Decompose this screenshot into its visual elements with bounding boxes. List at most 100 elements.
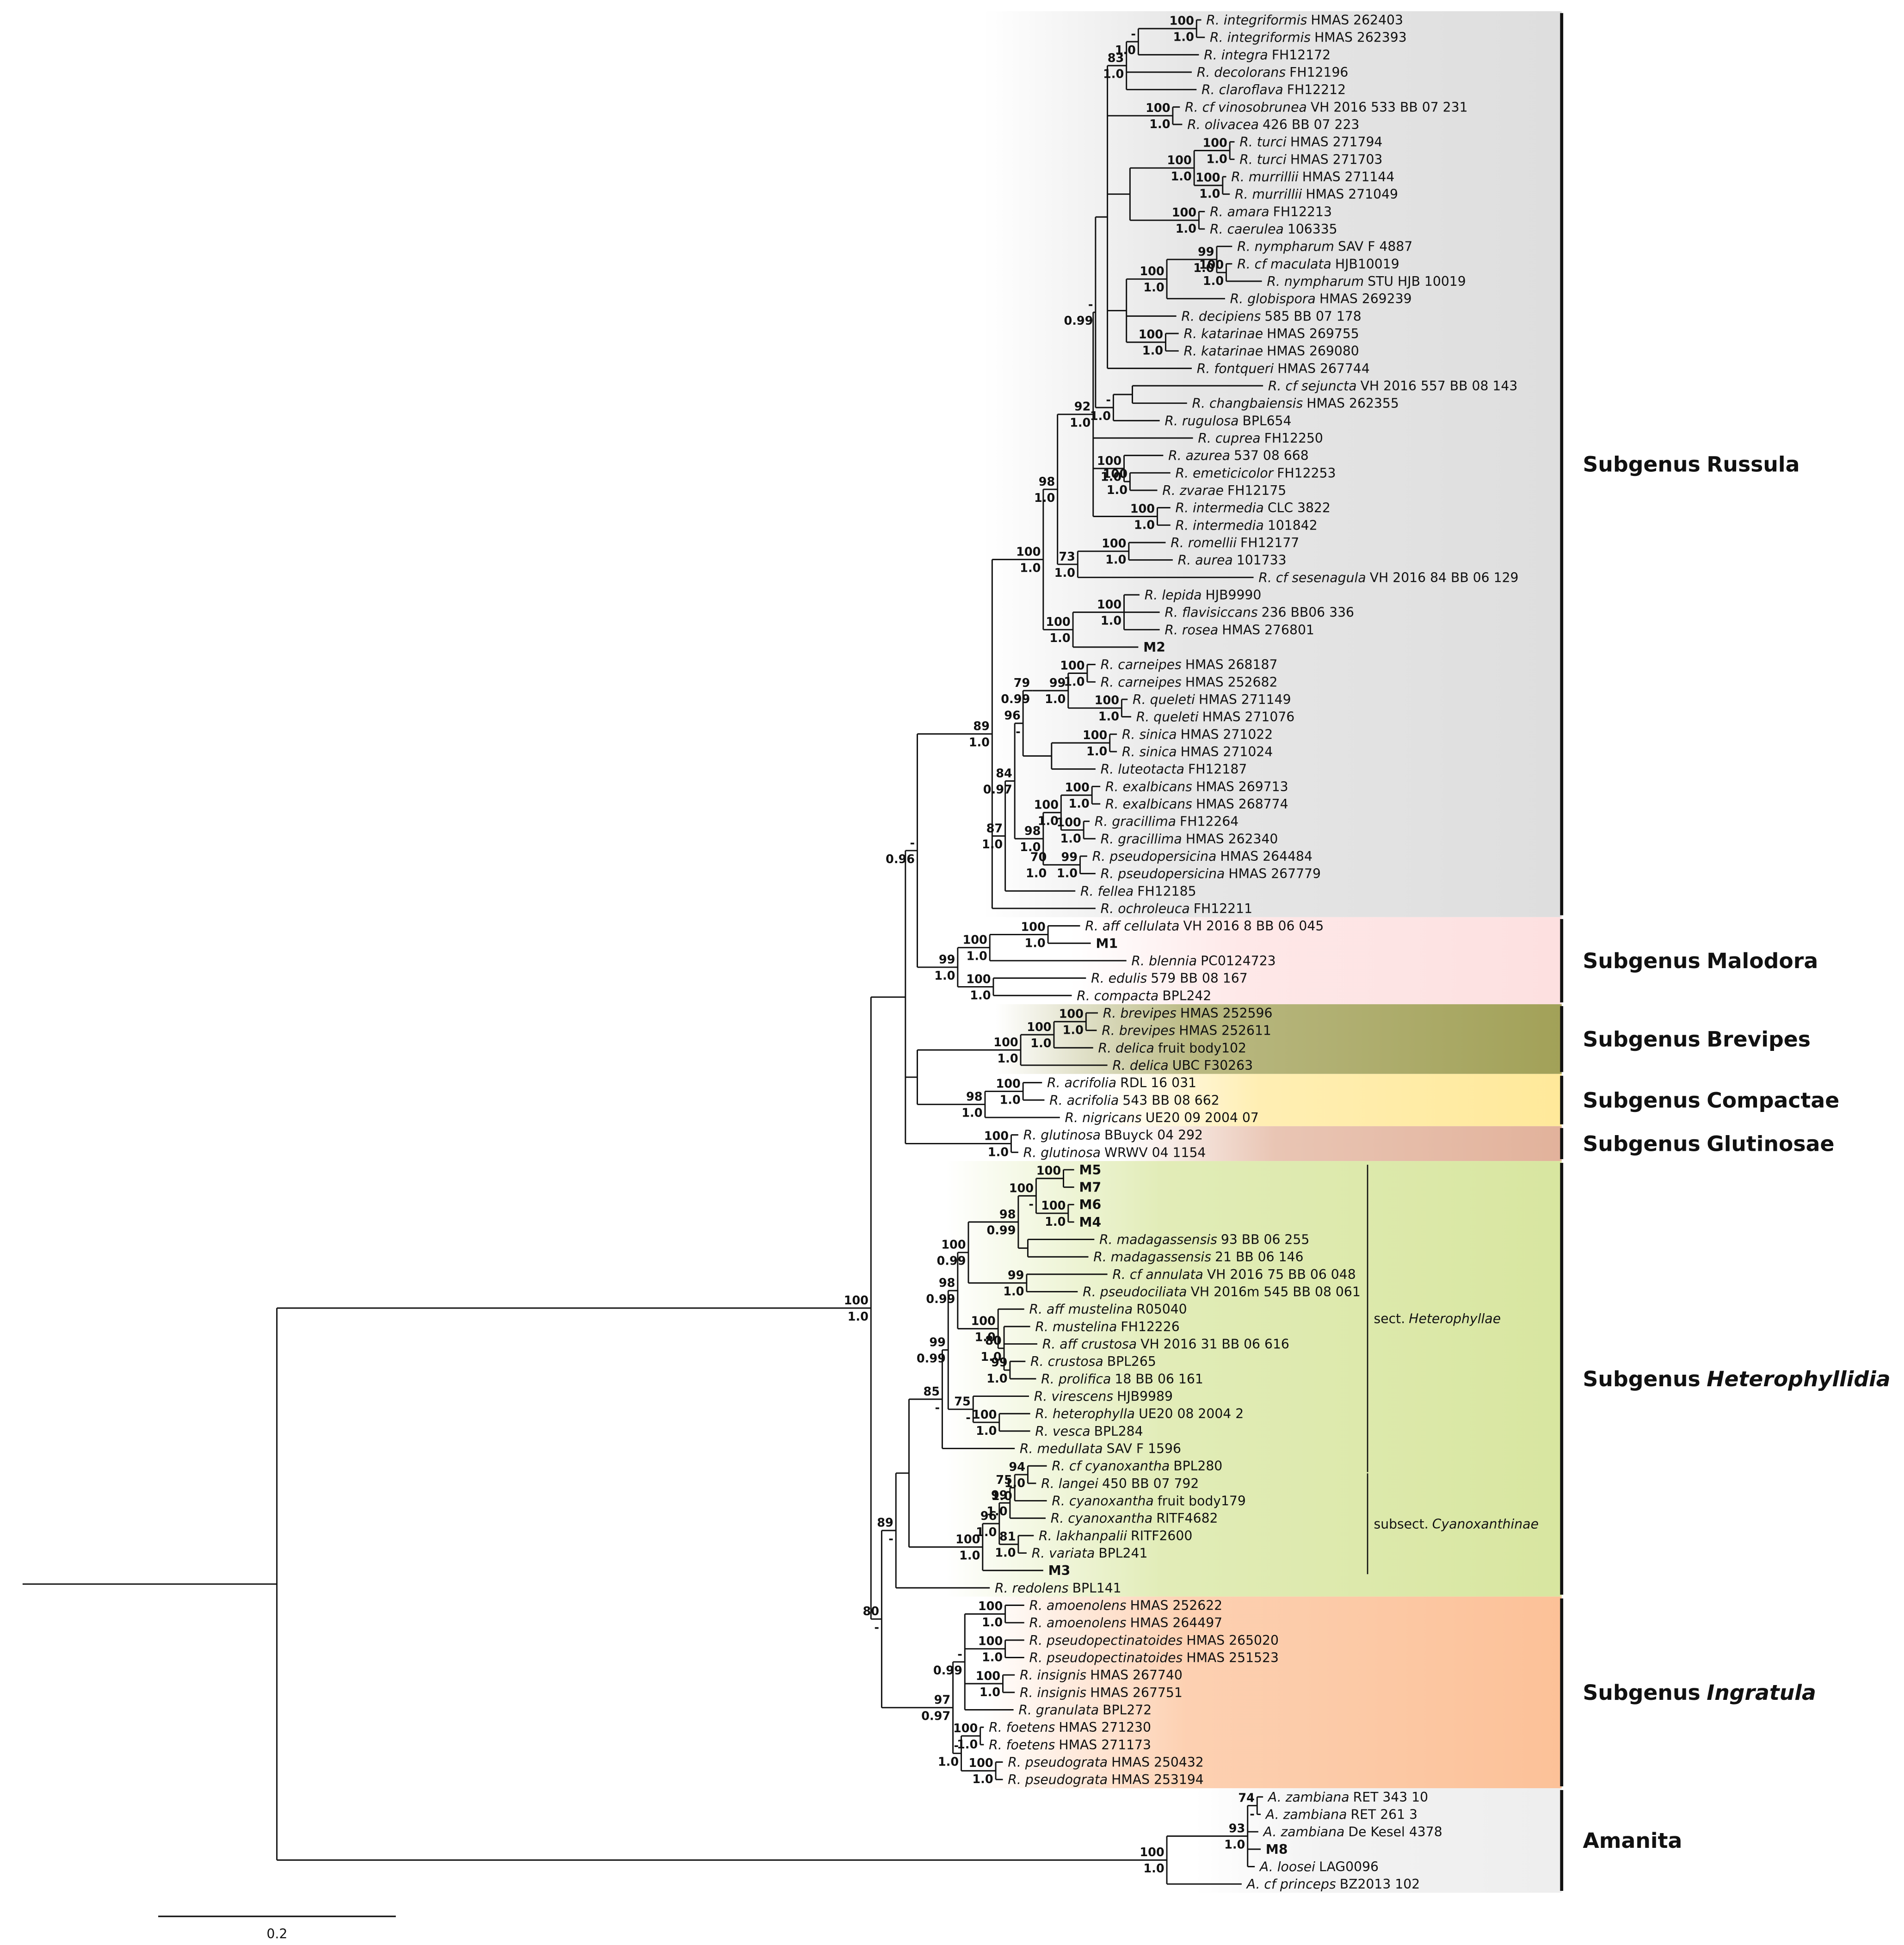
taxon-name: R. cyanoxantha: [1052, 1493, 1153, 1508]
voucher: HMAS 269080: [1267, 343, 1359, 358]
support-bootstrap: 100: [962, 933, 987, 947]
clade-band: [1095, 1074, 1562, 1126]
voucher: RET 261 3: [1351, 1807, 1418, 1822]
leaf-label: R. compacta BPL242: [1077, 988, 1211, 1003]
leaf-label: R. murrillii HMAS 271144: [1231, 169, 1394, 185]
support-bootstrap: 100: [1034, 798, 1059, 812]
taxon-name: R. glutinosa: [1023, 1145, 1101, 1160]
support-posterior: -: [1029, 1198, 1034, 1211]
voucher: FH12250: [1264, 430, 1323, 445]
support-bootstrap: 94: [1009, 1460, 1025, 1474]
support-posterior: 1.0: [1063, 1024, 1084, 1037]
leaf-label: R. pseudopectinatoides HMAS 265020: [1029, 1632, 1278, 1648]
leaf-label: R. pseudopersicina HMAS 264484: [1092, 848, 1312, 864]
support-posterior: 1.0: [1103, 68, 1124, 81]
voucher: FH12175: [1227, 482, 1286, 498]
leaf-label: R. integriformis HMAS 262393: [1210, 30, 1407, 45]
leaf-label: R. nympharum STU HJB 10019: [1267, 274, 1466, 289]
support-bootstrap: 98: [939, 1276, 955, 1290]
support-posterior: -: [935, 1401, 940, 1415]
voucher: HMAS 262403: [1311, 12, 1403, 28]
support-bootstrap: -: [954, 1739, 959, 1753]
voucher: UE20 08 2004 2: [1139, 1406, 1244, 1421]
leaf-label: R. insignis HMAS 267740: [1020, 1667, 1183, 1683]
leaf-label: R. changbaiensis HMAS 262355: [1192, 395, 1399, 411]
support-posterior: 1.0: [1054, 566, 1075, 580]
leaf-label: R. heterophylla UE20 08 2004 2: [1035, 1406, 1244, 1421]
leaf-label: R. decolorans FH12196: [1197, 65, 1349, 80]
taxon-name: R. cyanoxantha: [1051, 1511, 1152, 1526]
support-posterior: 1.0: [975, 1330, 996, 1344]
support-bootstrap: 75: [996, 1473, 1012, 1487]
voucher: R05040: [1136, 1302, 1187, 1317]
clade-taxon: Compactae: [1707, 1088, 1839, 1112]
support-posterior: 1.0: [997, 1052, 1018, 1066]
support-posterior: 1.0: [976, 1525, 997, 1539]
taxon-name: R. cf vinosobrunea: [1185, 99, 1307, 115]
voucher: HMAS 250432: [1111, 1754, 1204, 1770]
voucher: VH 2016 75 BB 06 048: [1207, 1266, 1356, 1282]
leaf-label: M6: [1079, 1197, 1101, 1212]
taxon-name: R. langei: [1041, 1476, 1098, 1491]
leaf-label: R. intermedia CLC 3822: [1175, 500, 1330, 515]
leaf-label: R. gracillima HMAS 262340: [1101, 831, 1278, 846]
leaf-label: R. flavisiccans 236 BB06 336: [1165, 605, 1354, 620]
support-posterior: 1.0: [1045, 1215, 1066, 1229]
leaf-label: R. variata BPL241: [1032, 1545, 1148, 1561]
clade-label: Amanita: [1583, 1828, 1682, 1853]
leaf-label: R. vesca BPL284: [1035, 1423, 1143, 1439]
clade-taxon: Glutinosae: [1707, 1131, 1834, 1156]
support-posterior: 1.0: [1176, 222, 1196, 236]
support-posterior: 1.0: [1090, 409, 1111, 423]
taxon-name: R. integriformis: [1210, 30, 1311, 45]
support-bootstrap: 100: [1097, 598, 1121, 612]
voucher: HJB9989: [1117, 1389, 1173, 1404]
support-bootstrap: 98: [966, 1090, 983, 1104]
voucher: 21 BB 06 146: [1215, 1249, 1303, 1265]
support-posterior: 0.99: [933, 1664, 962, 1678]
taxon-name: R. luteotacta: [1101, 761, 1184, 777]
support-bootstrap: 81: [999, 1530, 1016, 1544]
taxon-name: R. brevipes: [1103, 1005, 1177, 1020]
leaf-label: R. turci HMAS 271703: [1239, 152, 1382, 167]
leaf-label: R. granulata BPL272: [1018, 1702, 1152, 1717]
support-bootstrap: 100: [984, 1129, 1009, 1143]
taxon-name: R. pseudopectinatoides: [1029, 1650, 1183, 1665]
support-posterior: 0.97: [921, 1710, 950, 1723]
support-bootstrap: 98: [1039, 475, 1055, 489]
leaf-label: R. lepida HJB9990: [1145, 587, 1262, 602]
leaf-label: R. delica fruit body102: [1098, 1040, 1246, 1056]
voucher: 101733: [1237, 552, 1287, 568]
voucher: BPL654: [1242, 413, 1291, 428]
support-posterior: 1.0: [1142, 344, 1163, 358]
taxon-name: R. caerulea: [1210, 222, 1284, 237]
taxon-name: R. ochroleuca: [1101, 901, 1190, 916]
taxon-name: R. carneipes: [1101, 657, 1182, 672]
taxon-name: R. katarinae: [1183, 326, 1263, 341]
support-bootstrap: -: [1131, 27, 1136, 41]
voucher: 537 08 668: [1234, 448, 1309, 463]
clade-rank: Subgenus: [1583, 1088, 1701, 1112]
support-posterior: 0.96: [886, 852, 915, 866]
leaf-label: M1: [1096, 936, 1118, 951]
taxon-name: R. foetens: [989, 1720, 1055, 1735]
support-posterior: 1.0: [992, 1489, 1012, 1503]
support-bootstrap: 100: [1146, 101, 1170, 115]
support-posterior: 1.0: [995, 1546, 1016, 1560]
support-posterior: 0.99: [917, 1352, 946, 1365]
taxon-name: M3: [1048, 1563, 1071, 1578]
voucher: HMAS 271076: [1202, 709, 1295, 724]
leaf-label: R. exalbicans HMAS 269713: [1105, 779, 1288, 794]
support-posterior: 1.0: [1086, 745, 1107, 759]
leaf-label: R. edulis 579 BB 08 167: [1091, 970, 1248, 986]
voucher: HMAS 262340: [1186, 831, 1278, 846]
leaf-label: R. sinica HMAS 271024: [1122, 744, 1273, 759]
voucher: FH12211: [1194, 901, 1252, 916]
taxon-name: A. zambiana: [1263, 1824, 1345, 1840]
voucher: HMAS 271024: [1181, 744, 1273, 759]
support-posterior: 1.0: [934, 969, 955, 983]
support-bootstrap: 99: [1061, 851, 1078, 864]
voucher: 543 BB 08 662: [1122, 1093, 1219, 1108]
leaf-label: R. queleti HMAS 271149: [1133, 692, 1291, 707]
scale-label: 0.2: [267, 1926, 288, 1941]
